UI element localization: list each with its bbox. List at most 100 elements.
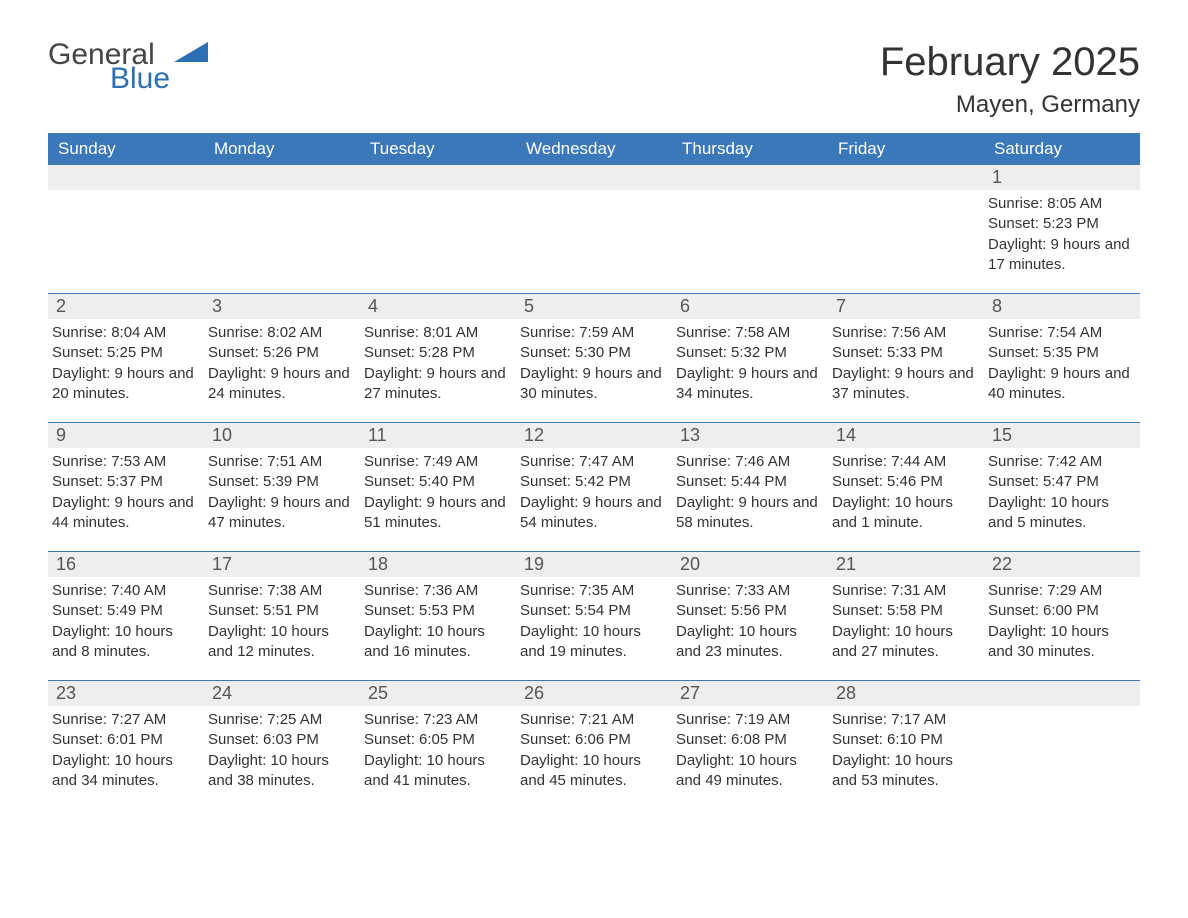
calendar-day: 12Sunrise: 7:47 AMSunset: 5:42 PMDayligh… [516,423,672,551]
calendar-body: ......1Sunrise: 8:05 AMSunset: 5:23 PMDa… [48,165,1140,809]
day-number: 19 [516,552,672,577]
daylight-text: Daylight: 10 hours and 5 minutes. [988,493,1134,534]
sunrise-text: Sunrise: 7:40 AM [52,581,198,601]
day-number: 24 [204,681,360,706]
day-number: . [516,165,672,190]
sunset-text: Sunset: 6:00 PM [988,601,1134,621]
dow-sunday: Sunday [48,133,204,165]
calendar-day: 2Sunrise: 8:04 AMSunset: 5:25 PMDaylight… [48,294,204,422]
day-number: 11 [360,423,516,448]
sunset-text: Sunset: 5:35 PM [988,343,1134,363]
calendar-day: 1Sunrise: 8:05 AMSunset: 5:23 PMDaylight… [984,165,1140,293]
daylight-text: Daylight: 10 hours and 19 minutes. [520,622,666,663]
day-number: 4 [360,294,516,319]
day-number: 26 [516,681,672,706]
calendar-day: 11Sunrise: 7:49 AMSunset: 5:40 PMDayligh… [360,423,516,551]
daylight-text: Daylight: 10 hours and 8 minutes. [52,622,198,663]
header-row: General Blue February 2025 Mayen, German… [48,40,1140,119]
sunrise-text: Sunrise: 7:42 AM [988,452,1134,472]
calendar-week: 23Sunrise: 7:27 AMSunset: 6:01 PMDayligh… [48,680,1140,809]
day-number: 17 [204,552,360,577]
sunset-text: Sunset: 5:47 PM [988,472,1134,492]
title-block: February 2025 Mayen, Germany [880,40,1140,119]
sunset-text: Sunset: 5:53 PM [364,601,510,621]
sunrise-text: Sunrise: 8:04 AM [52,323,198,343]
sunset-text: Sunset: 5:46 PM [832,472,978,492]
sunrise-text: Sunrise: 7:47 AM [520,452,666,472]
day-info: Sunrise: 7:42 AMSunset: 5:47 PMDaylight:… [984,448,1140,533]
sunset-text: Sunset: 5:51 PM [208,601,354,621]
day-number: 12 [516,423,672,448]
daylight-text: Daylight: 9 hours and 44 minutes. [52,493,198,534]
day-info: Sunrise: 7:19 AMSunset: 6:08 PMDaylight:… [672,706,828,791]
calendar-day: 26Sunrise: 7:21 AMSunset: 6:06 PMDayligh… [516,681,672,809]
day-number: 3 [204,294,360,319]
day-info: Sunrise: 7:33 AMSunset: 5:56 PMDaylight:… [672,577,828,662]
sunrise-text: Sunrise: 7:46 AM [676,452,822,472]
calendar-day: 23Sunrise: 7:27 AMSunset: 6:01 PMDayligh… [48,681,204,809]
daylight-text: Daylight: 9 hours and 40 minutes. [988,364,1134,405]
calendar-day: 4Sunrise: 8:01 AMSunset: 5:28 PMDaylight… [360,294,516,422]
logo-text: General Blue [48,40,170,94]
sunrise-text: Sunrise: 8:02 AM [208,323,354,343]
daylight-text: Daylight: 9 hours and 34 minutes. [676,364,822,405]
calendar: Sunday Monday Tuesday Wednesday Thursday… [48,133,1140,809]
sunrise-text: Sunrise: 7:49 AM [364,452,510,472]
day-info: Sunrise: 7:31 AMSunset: 5:58 PMDaylight:… [828,577,984,662]
sunrise-text: Sunrise: 7:29 AM [988,581,1134,601]
logo-word-blue: Blue [110,64,170,94]
calendar-week: 16Sunrise: 7:40 AMSunset: 5:49 PMDayligh… [48,551,1140,680]
sunrise-text: Sunrise: 8:05 AM [988,194,1134,214]
calendar-day: 10Sunrise: 7:51 AMSunset: 5:39 PMDayligh… [204,423,360,551]
sunrise-text: Sunrise: 7:56 AM [832,323,978,343]
sunset-text: Sunset: 5:56 PM [676,601,822,621]
day-info: Sunrise: 7:59 AMSunset: 5:30 PMDaylight:… [516,319,672,404]
day-info: Sunrise: 7:40 AMSunset: 5:49 PMDaylight:… [48,577,204,662]
location-label: Mayen, Germany [880,91,1140,119]
sunrise-text: Sunrise: 7:53 AM [52,452,198,472]
calendar-day: . [204,165,360,293]
calendar-day: 19Sunrise: 7:35 AMSunset: 5:54 PMDayligh… [516,552,672,680]
sunset-text: Sunset: 6:01 PM [52,730,198,750]
day-info: Sunrise: 7:17 AMSunset: 6:10 PMDaylight:… [828,706,984,791]
day-info: Sunrise: 7:23 AMSunset: 6:05 PMDaylight:… [360,706,516,791]
sunset-text: Sunset: 6:03 PM [208,730,354,750]
sunrise-text: Sunrise: 7:58 AM [676,323,822,343]
day-info: Sunrise: 7:27 AMSunset: 6:01 PMDaylight:… [48,706,204,791]
day-number: . [360,165,516,190]
day-info: Sunrise: 7:38 AMSunset: 5:51 PMDaylight:… [204,577,360,662]
day-number: . [984,681,1140,706]
sunrise-text: Sunrise: 7:17 AM [832,710,978,730]
day-number: 6 [672,294,828,319]
dow-saturday: Saturday [984,133,1140,165]
calendar-day: . [828,165,984,293]
dow-monday: Monday [204,133,360,165]
day-info: Sunrise: 8:04 AMSunset: 5:25 PMDaylight:… [48,319,204,404]
daylight-text: Daylight: 9 hours and 37 minutes. [832,364,978,405]
calendar-day: 24Sunrise: 7:25 AMSunset: 6:03 PMDayligh… [204,681,360,809]
calendar-day: 3Sunrise: 8:02 AMSunset: 5:26 PMDaylight… [204,294,360,422]
daylight-text: Daylight: 10 hours and 34 minutes. [52,751,198,792]
day-number: . [204,165,360,190]
day-info: Sunrise: 7:35 AMSunset: 5:54 PMDaylight:… [516,577,672,662]
sunset-text: Sunset: 5:33 PM [832,343,978,363]
calendar-day: 28Sunrise: 7:17 AMSunset: 6:10 PMDayligh… [828,681,984,809]
day-number: 14 [828,423,984,448]
day-info: Sunrise: 8:05 AMSunset: 5:23 PMDaylight:… [984,190,1140,275]
calendar-day: . [48,165,204,293]
logo: General Blue [48,40,208,94]
sunset-text: Sunset: 5:49 PM [52,601,198,621]
calendar-day: 21Sunrise: 7:31 AMSunset: 5:58 PMDayligh… [828,552,984,680]
day-info: Sunrise: 7:54 AMSunset: 5:35 PMDaylight:… [984,319,1140,404]
calendar-day: . [672,165,828,293]
daylight-text: Daylight: 10 hours and 12 minutes. [208,622,354,663]
sunset-text: Sunset: 5:23 PM [988,214,1134,234]
sunset-text: Sunset: 5:54 PM [520,601,666,621]
dow-friday: Friday [828,133,984,165]
day-number: 21 [828,552,984,577]
day-number: . [48,165,204,190]
day-number: 28 [828,681,984,706]
calendar-day: 18Sunrise: 7:36 AMSunset: 5:53 PMDayligh… [360,552,516,680]
calendar-week: 9Sunrise: 7:53 AMSunset: 5:37 PMDaylight… [48,422,1140,551]
day-info: Sunrise: 7:58 AMSunset: 5:32 PMDaylight:… [672,319,828,404]
